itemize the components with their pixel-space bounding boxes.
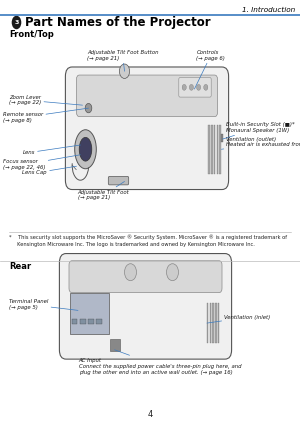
Bar: [211, 125, 213, 174]
Text: Zoom Lever
(→ page 22): Zoom Lever (→ page 22): [9, 95, 82, 106]
Text: Adjustable Tilt Foot
(→ page 21): Adjustable Tilt Foot (→ page 21): [78, 181, 129, 201]
Text: Adjustable Tilt Foot Button
(→ page 21): Adjustable Tilt Foot Button (→ page 21): [87, 50, 158, 71]
Circle shape: [196, 84, 201, 90]
Circle shape: [167, 264, 178, 281]
FancyBboxPatch shape: [65, 67, 229, 190]
Bar: [215, 303, 217, 343]
Bar: [207, 303, 208, 343]
Text: Ventilation (inlet): Ventilation (inlet): [207, 315, 271, 323]
Text: Lens: Lens: [22, 145, 80, 155]
FancyBboxPatch shape: [108, 176, 129, 185]
Text: Remote sensor
(→ page 8): Remote sensor (→ page 8): [3, 108, 88, 123]
FancyBboxPatch shape: [69, 261, 222, 293]
FancyBboxPatch shape: [179, 78, 211, 97]
Bar: [88, 319, 94, 324]
Ellipse shape: [79, 137, 92, 161]
Text: Built-in Security Slot (■)*
Monaural Speaker (1W): Built-in Security Slot (■)* Monaural Spe…: [223, 122, 295, 139]
Bar: [96, 319, 102, 324]
Circle shape: [204, 84, 208, 90]
Bar: [72, 319, 77, 324]
Circle shape: [12, 16, 21, 29]
Text: Focus sensor
(→ page 22, 46): Focus sensor (→ page 22, 46): [3, 155, 80, 170]
Text: 1. Introduction: 1. Introduction: [242, 7, 296, 13]
Circle shape: [182, 84, 186, 90]
Text: Rear: Rear: [9, 262, 31, 271]
Circle shape: [124, 264, 136, 281]
Circle shape: [189, 84, 194, 90]
Bar: [218, 303, 219, 343]
Ellipse shape: [85, 103, 92, 113]
Ellipse shape: [75, 130, 96, 169]
Text: Controls
(→ page 6): Controls (→ page 6): [194, 50, 225, 89]
FancyBboxPatch shape: [59, 254, 232, 359]
Text: AC Input
Connect the supplied power cable's three-pin plug here, and
plug the ot: AC Input Connect the supplied power cabl…: [79, 350, 241, 375]
Bar: [210, 303, 211, 343]
Text: 3: 3: [14, 20, 19, 25]
Bar: [212, 303, 214, 343]
Text: 4: 4: [147, 410, 153, 419]
FancyBboxPatch shape: [110, 339, 120, 351]
Bar: [208, 125, 210, 174]
Text: *    This security slot supports the MicroSaver ® Security System. MicroSaver ® : * This security slot supports the MicroS…: [9, 234, 287, 247]
Bar: [80, 319, 86, 324]
Text: Ventilation (outlet)
Heated air is exhausted from here.: Ventilation (outlet) Heated air is exhau…: [221, 137, 300, 149]
Bar: [217, 125, 218, 174]
Circle shape: [119, 64, 130, 78]
Text: Front/Top: Front/Top: [9, 30, 54, 39]
FancyBboxPatch shape: [70, 293, 109, 334]
Text: Lens Cap: Lens Cap: [22, 166, 76, 176]
Text: Terminal Panel
(→ page 5): Terminal Panel (→ page 5): [9, 299, 78, 310]
Text: Part Names of the Projector: Part Names of the Projector: [25, 16, 210, 28]
Bar: [219, 125, 221, 174]
FancyBboxPatch shape: [76, 75, 218, 117]
Bar: [214, 125, 215, 174]
Bar: [220, 134, 223, 142]
